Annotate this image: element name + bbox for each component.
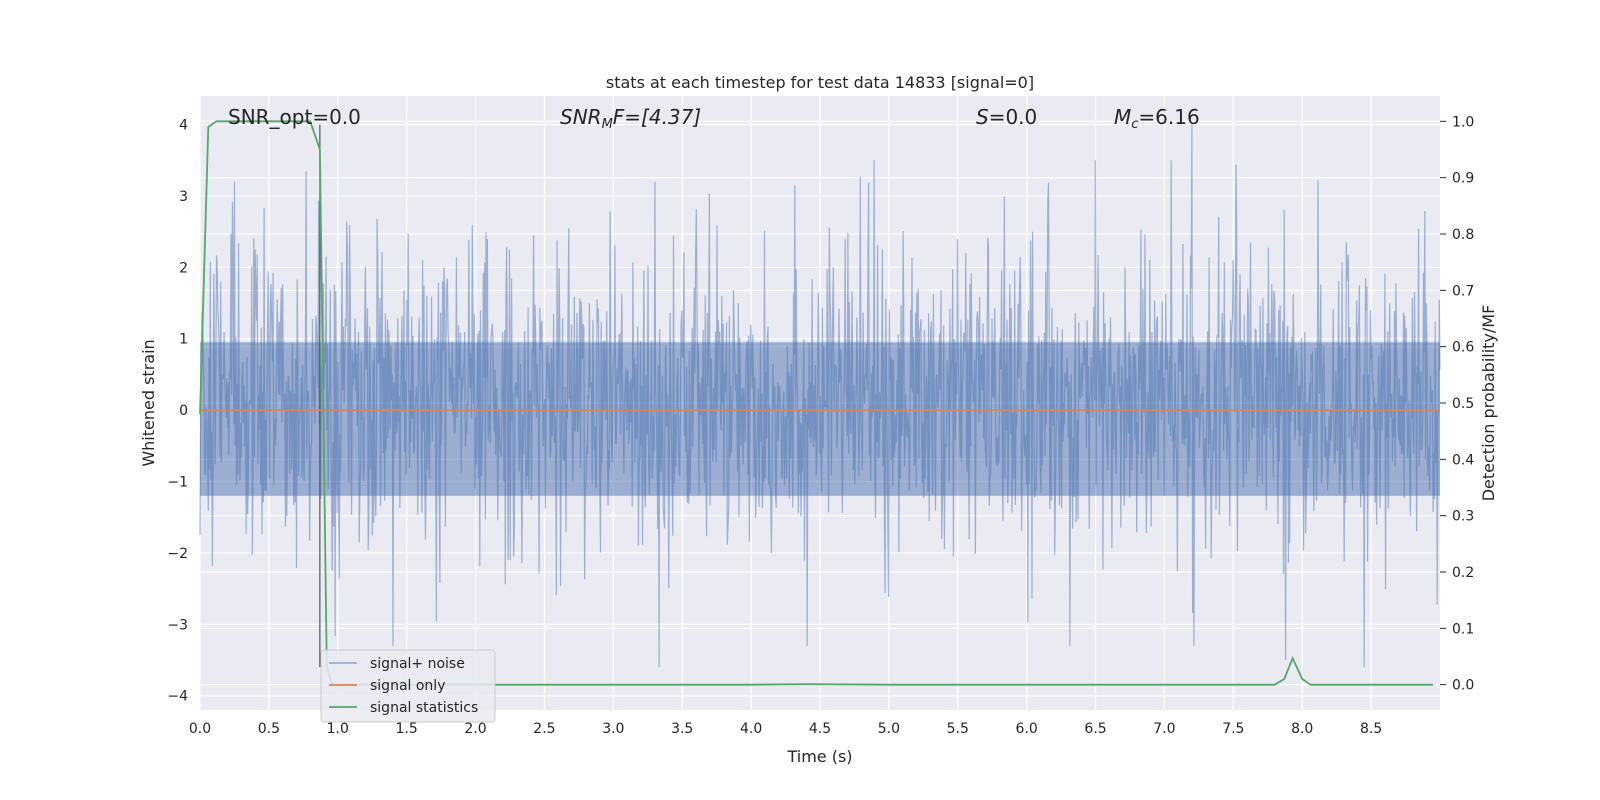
signal-noise-series [199,124,1441,668]
annotation-mc-tail: =6.16 [1138,105,1199,129]
y2-tick-label: 0.9 [1452,171,1474,187]
annotation-s-tail: =0.0 [989,105,1038,129]
legend-label-signal-only: signal only [370,678,445,694]
annotation-snr-mf-tail: F=[4.37] [613,105,701,129]
annotation-s-main: S [976,105,989,129]
y2-tick-label: 0.8 [1452,227,1474,243]
legend-label-signal-statistics: signal statistics [370,700,478,716]
y-tick-label: 4 [179,118,188,134]
x-tick-label: 6.5 [1084,721,1106,737]
y-tick-label: 0 [179,403,188,419]
annotation-snr-mf-main: SNR [560,105,602,129]
y-tick-label: −4 [167,689,188,705]
x-tick-label: 4.0 [740,721,762,737]
y2-axis-label: Detection probability/MF [1479,305,1498,502]
x-tick-label: 6.0 [1016,721,1038,737]
x-tick-label: 0.0 [189,721,211,737]
y-axis-label: Whitened strain [139,339,158,466]
x-tick-label: 8.5 [1360,721,1382,737]
x-tick-label: 5.0 [878,721,900,737]
ticks: 0.0 0.5 1.0 1.5 2.0 2.5 3.0 3.5 4.0 4.5 5.0 5.5 6.0 6… [167,114,1474,737]
annotation-snr-mf: SNRMF=[4.37] [560,105,701,132]
y-tick-label: 1 [179,332,188,348]
chart-title: stats at each timestep for test data 148… [606,73,1034,92]
y2-tick-label: 0.1 [1452,621,1474,637]
y-tick-label: −2 [167,546,188,562]
y-tick-label: −3 [167,617,188,633]
x-tick-label: 0.5 [258,721,280,737]
signal-statistics-line [199,120,1434,686]
legend: signal+ noise signal only signal statist… [320,649,496,723]
annotation-snr-opt: SNR_opt=0.0 [228,105,361,129]
x-tick-label: 5.5 [947,721,969,737]
y2-tick-label: 1.0 [1452,114,1474,130]
x-tick-label: 8.0 [1291,721,1313,737]
y2-tick-label: 0.6 [1452,340,1474,356]
y2-tick-label: 0.2 [1452,565,1474,581]
y2-tick-label: 0.4 [1452,452,1474,468]
line-series [199,120,1440,686]
x-tick-label: 7.0 [1153,721,1175,737]
legend-box [320,649,496,723]
annotation-s: S=0.0 [976,105,1037,129]
x-tick-label: 7.5 [1222,721,1244,737]
y-tick-label: −1 [167,475,188,491]
annotation-mc: Mc=6.16 [1114,105,1200,132]
x-tick-label: 2.0 [464,721,486,737]
y2-tick-label: 0.0 [1452,678,1474,694]
x-tick-label: 3.0 [602,721,624,737]
signal-noise-line [199,124,1441,668]
x-tick-label: 1.5 [396,721,418,737]
legend-label-signal-noise: signal+ noise [370,656,465,672]
annotation-mc-main: M [1114,105,1131,129]
annotation-mc-sub: c [1131,117,1138,132]
y-tick-label: 3 [179,189,188,205]
x-tick-label: 3.5 [671,721,693,737]
x-tick-label: 4.5 [809,721,831,737]
y2-tick-label: 0.7 [1452,283,1474,299]
y2-tick-label: 0.3 [1452,509,1474,525]
x-axis-label: Time (s) [786,747,852,766]
annotation-snr-mf-sub: M [602,117,613,132]
y2-tick-label: 0.5 [1452,396,1474,412]
x-tick-label: 1.0 [327,721,349,737]
x-tick-label: 2.5 [533,721,555,737]
y-tick-label: 2 [179,260,188,276]
